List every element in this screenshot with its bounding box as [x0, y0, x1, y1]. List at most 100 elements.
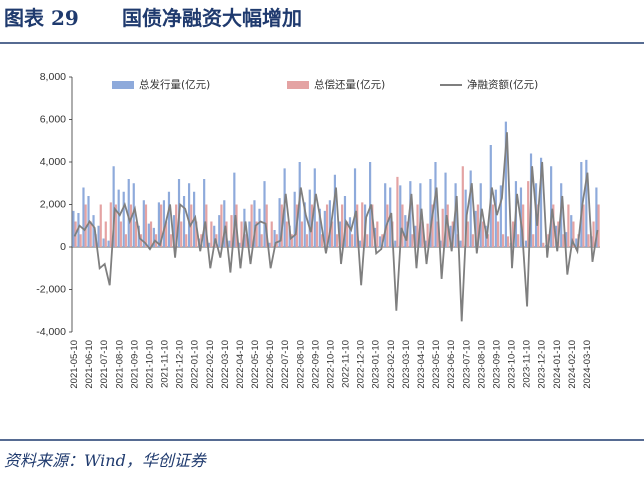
bar: [89, 221, 92, 247]
bar: [426, 223, 429, 247]
bar: [409, 181, 412, 247]
bar: [300, 221, 303, 247]
bar: [366, 234, 369, 247]
bar: [416, 204, 419, 247]
bar: [87, 196, 90, 247]
bar: [185, 234, 188, 247]
bar: [565, 232, 568, 247]
x-tick-label: 2022-08-10: [295, 340, 306, 389]
bar: [325, 204, 329, 247]
bar: [542, 242, 545, 247]
x-tick-label: 2023-02-10: [386, 340, 397, 389]
bar: [195, 221, 198, 247]
bar: [97, 225, 100, 247]
bar: [449, 225, 452, 247]
x-tick-label: 2024-03-10: [582, 340, 593, 389]
bar: [124, 234, 127, 247]
bar: [512, 221, 515, 247]
bar: [149, 221, 153, 247]
bar: [517, 234, 520, 247]
x-tick-label: 2022-04-10: [235, 340, 246, 389]
bar: [218, 215, 221, 247]
x-tick-label: 2023-05-10: [431, 340, 442, 389]
bar: [466, 221, 469, 247]
bar: [461, 166, 464, 247]
x-tick-label: 2021-11-10: [160, 340, 171, 388]
x-tick-label: 2024-02-10: [567, 340, 578, 389]
bar: [585, 159, 588, 247]
bar: [333, 174, 336, 247]
bar: [348, 217, 352, 247]
x-tick-label: 2023-04-10: [416, 340, 427, 389]
x-tick-label: 2021-06-10: [84, 340, 95, 389]
bar: [496, 221, 500, 247]
bar: [459, 240, 462, 247]
bar: [399, 185, 402, 247]
y-tick-label: 4,000: [40, 156, 66, 168]
bar: [129, 204, 133, 247]
bar: [268, 242, 271, 247]
bar: [353, 168, 357, 247]
bar: [82, 187, 85, 247]
bar: [250, 204, 253, 247]
bar: [567, 204, 570, 247]
bar: [346, 221, 349, 247]
bar: [109, 202, 112, 247]
legend-label: 总发行量(亿元): [139, 78, 210, 91]
bar: [506, 236, 510, 247]
bar: [369, 162, 372, 247]
bar: [165, 221, 168, 247]
bar: [258, 208, 261, 247]
bar: [228, 240, 231, 247]
bar: [172, 215, 176, 247]
bar: [436, 221, 439, 247]
bar: [278, 198, 281, 247]
bar: [401, 204, 404, 247]
bar: [414, 225, 417, 247]
bar: [72, 210, 75, 247]
bar: [270, 221, 273, 247]
bar: [290, 234, 293, 247]
y-tick-label: 6,000: [40, 113, 66, 125]
y-tick-label: 0: [60, 241, 66, 253]
bar: [263, 181, 266, 247]
y-tick-label: -4,000: [36, 326, 66, 338]
bar: [486, 234, 490, 247]
bar: [253, 200, 256, 247]
bar: [361, 202, 364, 247]
bar: [532, 234, 535, 247]
bar: [157, 202, 160, 247]
bar: [524, 240, 528, 247]
y-tick-label: -2,000: [36, 283, 66, 295]
bar: [190, 204, 193, 247]
bar: [341, 204, 344, 247]
bar: [175, 204, 178, 247]
bar: [180, 221, 183, 247]
bar: [275, 234, 278, 247]
x-tick-label: 2021-10-10: [144, 340, 155, 389]
x-tick-label: 2022-11-10: [341, 340, 352, 388]
bar: [107, 240, 110, 247]
x-tick-label: 2022-07-10: [280, 340, 291, 389]
bar: [303, 202, 306, 247]
bar: [203, 179, 206, 247]
bar: [595, 187, 598, 247]
bar: [441, 208, 444, 247]
bar: [464, 189, 467, 247]
bar: [351, 234, 354, 247]
x-tick-label: 2023-09-10: [491, 340, 502, 389]
bar: [308, 189, 311, 247]
x-tick-label: 2022-12-10: [356, 340, 367, 389]
x-tick-label: 2023-01-10: [371, 340, 382, 389]
bar: [112, 166, 115, 247]
bar: [84, 204, 87, 247]
legend-label: 总偿还量(亿元): [314, 78, 385, 91]
bar: [144, 204, 148, 247]
x-tick-label: 2022-05-10: [250, 340, 261, 389]
line: [73, 132, 599, 322]
bar: [371, 204, 374, 247]
bar: [404, 215, 407, 247]
bar: [592, 221, 595, 247]
bar: [213, 225, 216, 247]
